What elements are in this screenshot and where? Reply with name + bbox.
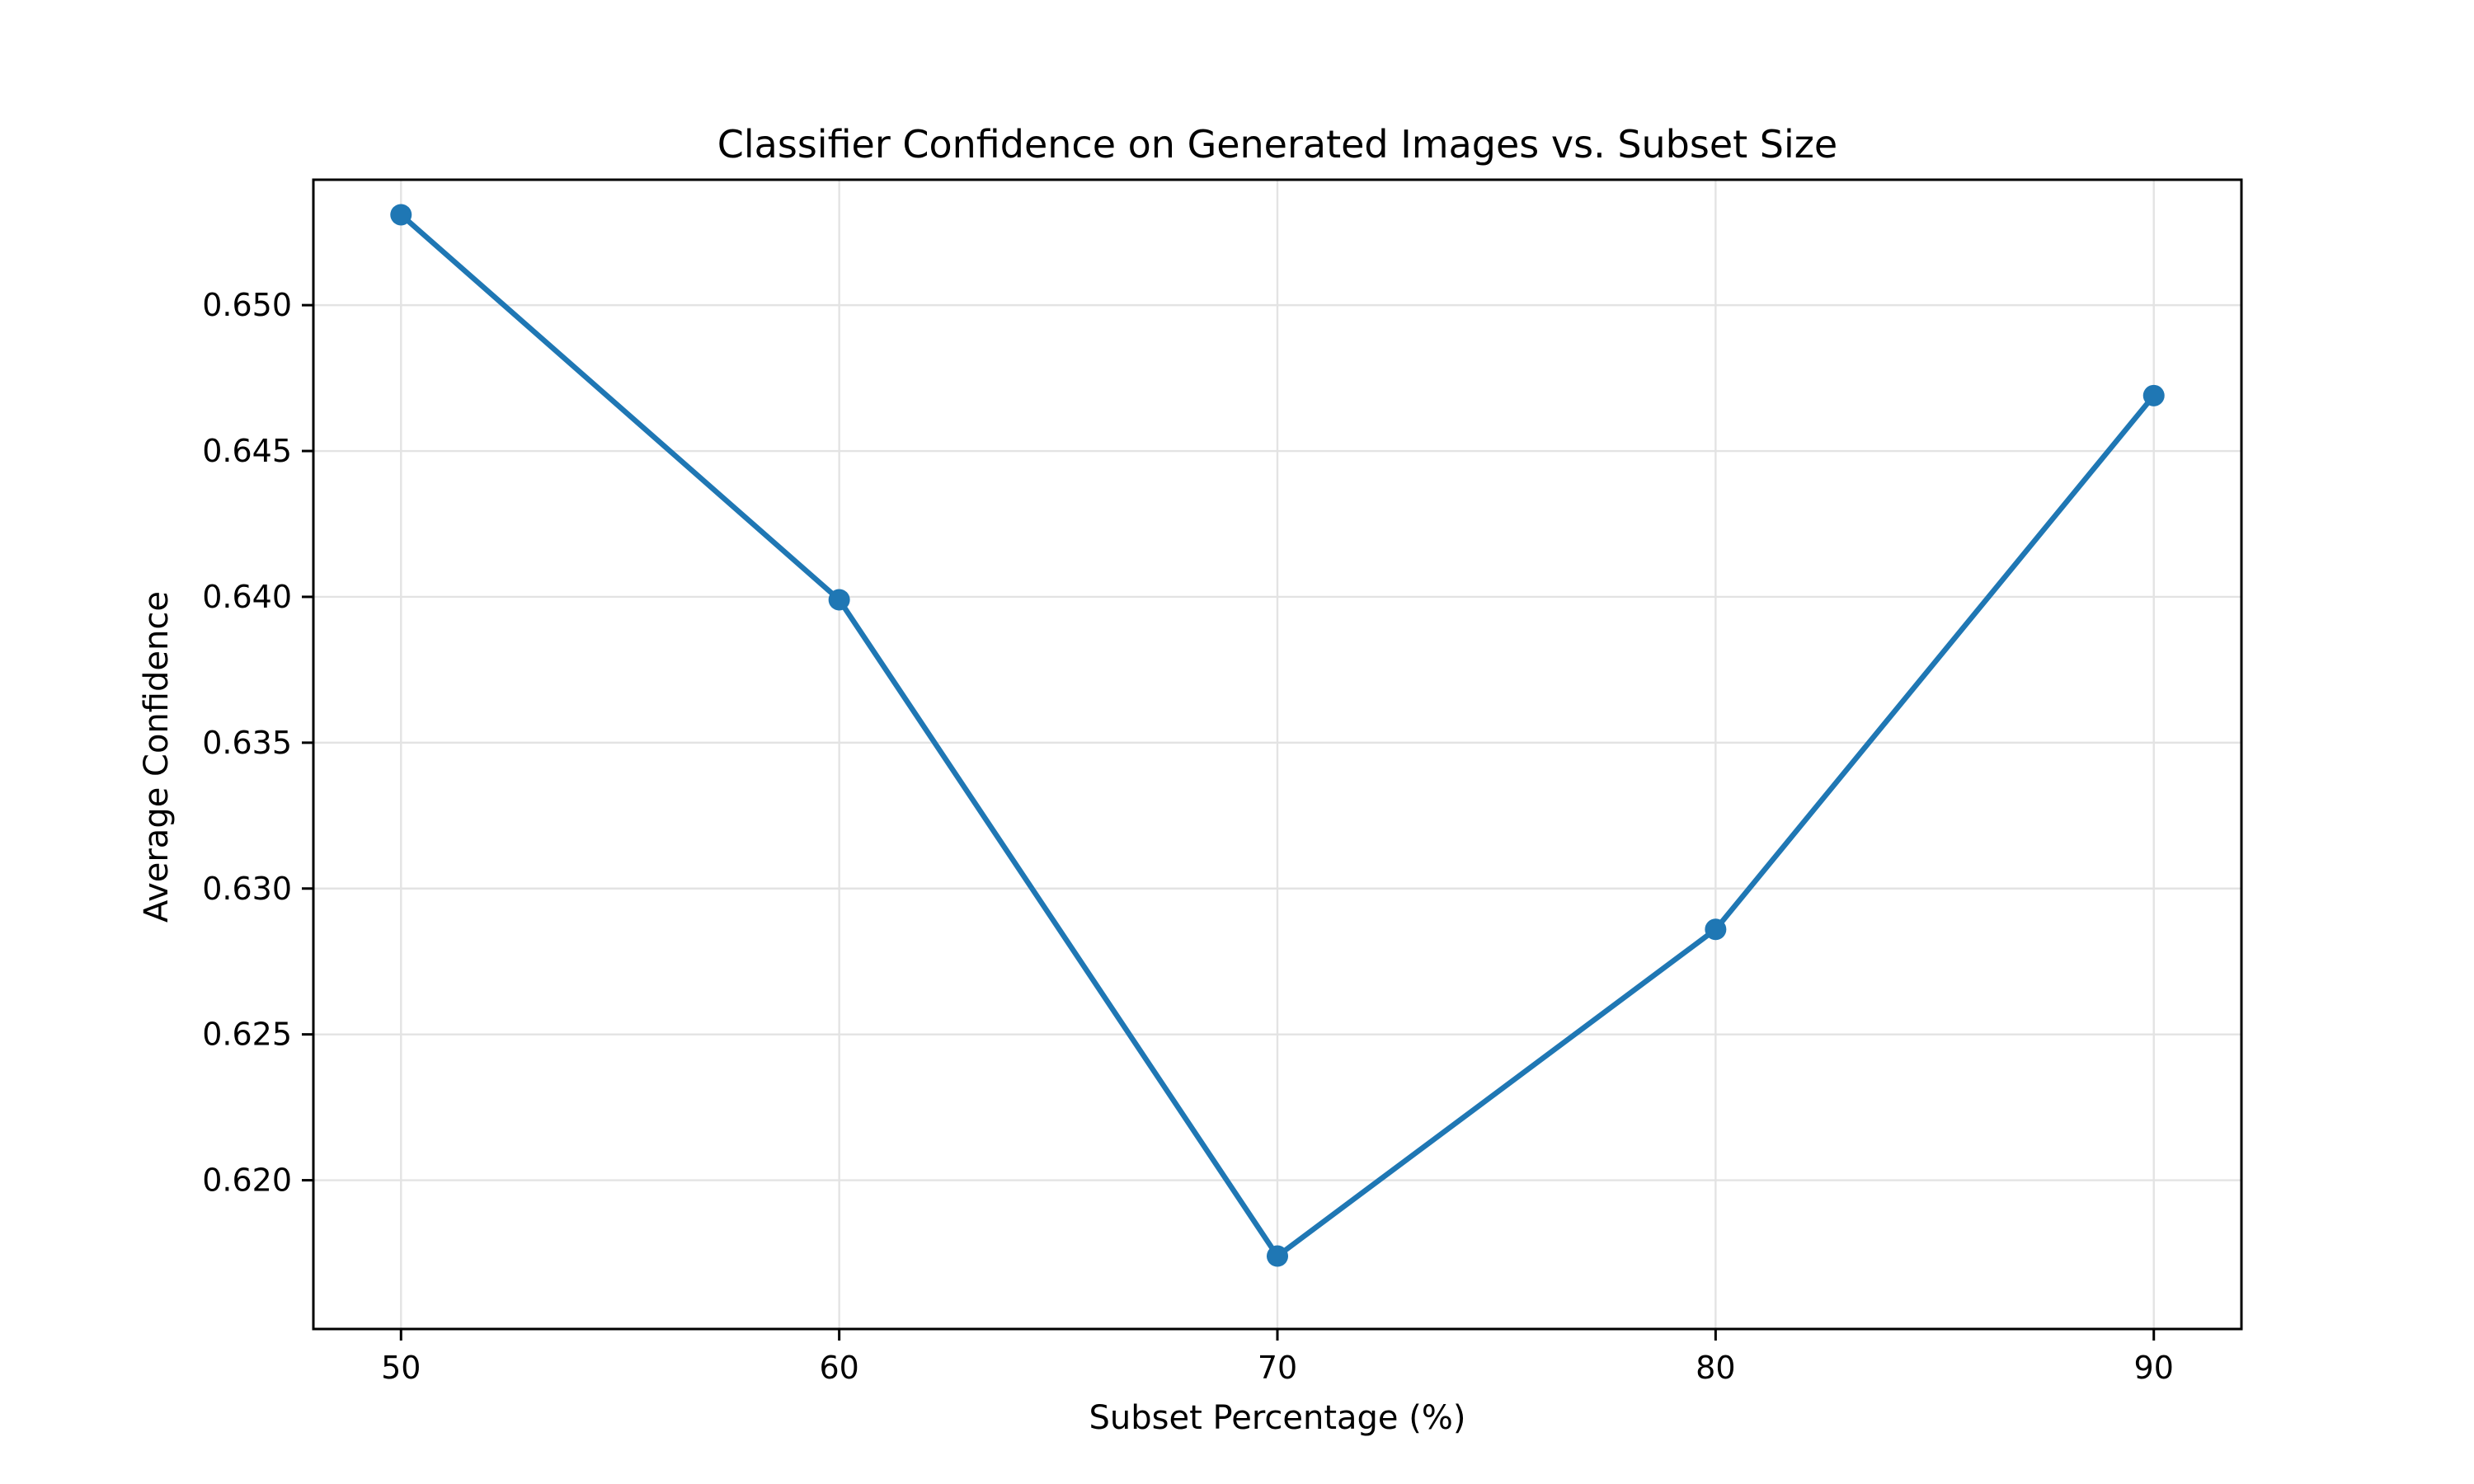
y-tick-label: 0.625: [202, 1017, 292, 1053]
data-point: [390, 204, 412, 226]
y-tick-label: 0.645: [202, 433, 292, 469]
y-tick-label: 0.620: [202, 1162, 292, 1199]
data-point: [2142, 384, 2165, 406]
y-tick-label: 0.630: [202, 871, 292, 907]
y-tick-label: 0.640: [202, 579, 292, 615]
series-layer: [390, 204, 2165, 1267]
grid-lines: [313, 180, 2241, 1329]
x-tick-label: 70: [1258, 1350, 1297, 1386]
x-tick-label: 60: [819, 1350, 858, 1386]
y-tick-label: 0.635: [202, 725, 292, 761]
data-point: [828, 589, 850, 611]
x-tick-label: 80: [1696, 1350, 1735, 1386]
x-tick-label: 50: [381, 1350, 421, 1386]
y-axis-label: Average Confidence: [138, 591, 176, 923]
x-tick-label: 90: [2134, 1350, 2174, 1386]
plot-frame: [312, 178, 2243, 1331]
chart-title: Classifier Confidence on Generated Image…: [717, 122, 1837, 167]
data-point: [1267, 1245, 1288, 1267]
data-point: [1705, 918, 1727, 941]
y-tick-label: 0.650: [202, 287, 292, 323]
x-axis-label: Subset Percentage (%): [1089, 1399, 1466, 1437]
axis-ticks: 50 60 70 80 90 0.620 0.625 0.630 0.635 0.640 0.645…: [202, 287, 2174, 1386]
